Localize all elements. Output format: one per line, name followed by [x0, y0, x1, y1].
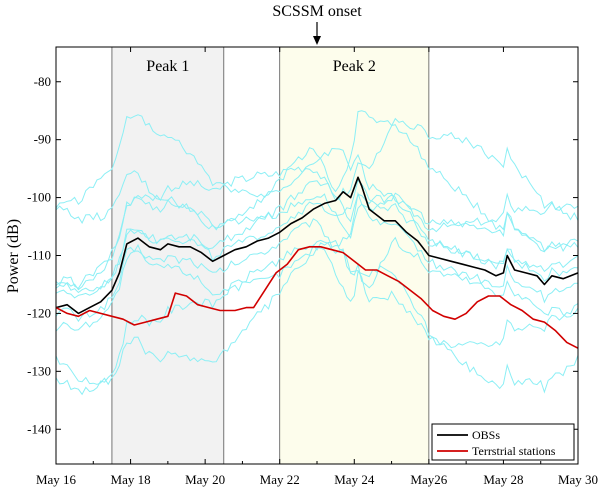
onset-arrow-head	[313, 36, 321, 45]
y-tick-label-3: -100	[27, 190, 51, 205]
y-axis-title: Power (dB)	[5, 219, 22, 293]
x-tick-label-5: May 24	[334, 472, 375, 487]
x-tick-label-2: May 18	[111, 472, 151, 487]
legend-box	[431, 423, 575, 461]
y-tick-label-7: -140	[27, 421, 51, 436]
region-label-1: Peak 1	[146, 58, 189, 75]
x-tick-label-7: May 28	[483, 472, 523, 487]
background-trace-5	[55, 180, 579, 294]
background-trace-3	[55, 239, 579, 396]
series-lines	[55, 176, 579, 349]
legend-label-obss: OBSs	[472, 428, 500, 442]
legend: OBSs Terrstrial stations	[431, 423, 575, 461]
x-tick-label-8: May 30	[558, 472, 598, 487]
background-trace-2	[55, 192, 579, 290]
region-2	[279, 47, 429, 464]
x-tick-label-3: May 20	[185, 472, 225, 487]
region-label-2: Peak 2	[333, 58, 376, 75]
background-trace-6	[55, 236, 579, 332]
onset-annotation: SCSSM onset	[272, 3, 362, 20]
x-tick-label-4: May 22	[260, 472, 300, 487]
y-tick-label-1: -80	[34, 74, 51, 89]
y-tick-label-6: -130	[27, 363, 51, 378]
background-station-lines	[55, 110, 579, 396]
background-trace-10	[55, 179, 579, 299]
x-tick-label-6: May26	[410, 472, 447, 487]
background-trace-4	[55, 110, 579, 253]
y-tick-label-4: -110	[28, 248, 51, 263]
series-line-2	[55, 246, 579, 349]
y-axis-ticks: -80 -90 -100 -110 -120 -130 -140	[27, 74, 578, 436]
y-tick-label-2: -90	[34, 132, 51, 147]
series-line-1	[55, 176, 579, 315]
background-trace-7	[55, 162, 579, 291]
legend-label-terrestrial: Terrstrial stations	[472, 444, 556, 458]
x-axis-ticks: May 16 May 18 May 20 May 22 May 24 May26 May 2…	[36, 47, 598, 487]
y-tick-label-5: -120	[27, 305, 51, 320]
background-trace-9	[55, 114, 579, 221]
x-tick-label-1: May 16	[36, 472, 77, 487]
